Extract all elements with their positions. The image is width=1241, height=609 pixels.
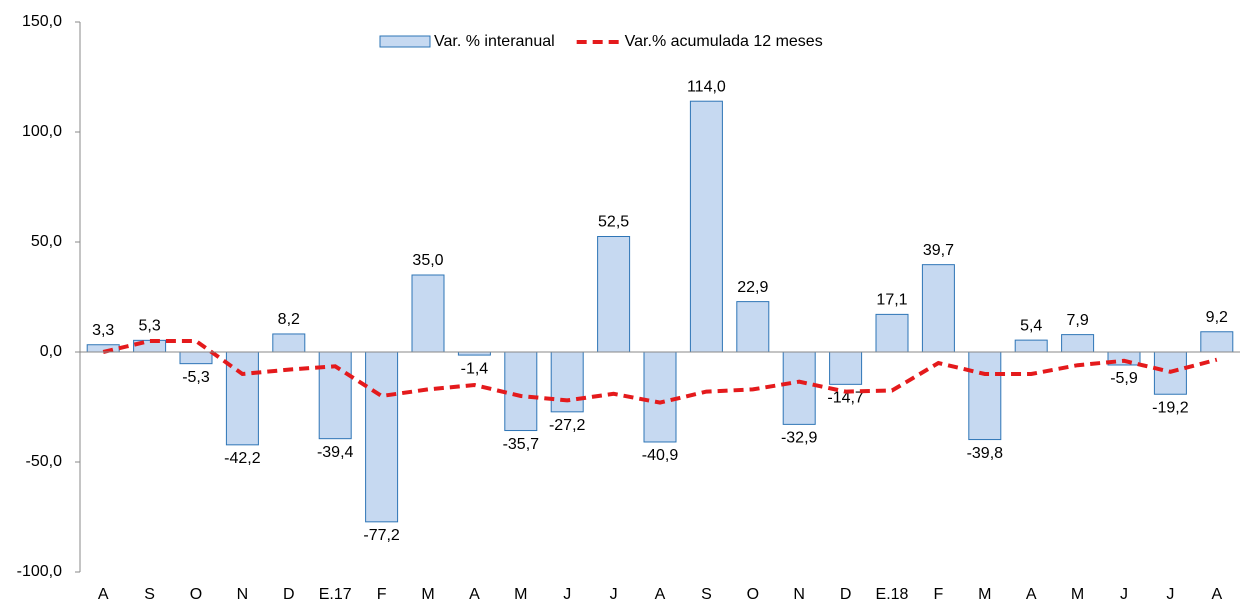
bar xyxy=(921,264,955,353)
data-label: 5,3 xyxy=(138,318,160,335)
bar xyxy=(875,313,909,353)
bar xyxy=(1014,339,1048,353)
data-label: -42,2 xyxy=(224,450,261,467)
data-label: -35,7 xyxy=(503,436,540,453)
legend-label: Var. % interanual xyxy=(434,33,555,50)
y-tick-label: 150,0 xyxy=(22,13,62,30)
data-label: 35,0 xyxy=(412,252,443,269)
legend-label: Var.% acumulada 12 meses xyxy=(625,33,823,50)
x-tick-label: F xyxy=(377,586,387,603)
bar xyxy=(736,301,770,353)
bar xyxy=(179,351,213,365)
data-label: -27,2 xyxy=(549,417,586,434)
x-tick-label: A xyxy=(1026,586,1037,603)
x-tick-label: M xyxy=(514,586,527,603)
x-tick-label: M xyxy=(421,586,434,603)
data-label: 5,4 xyxy=(1020,317,1042,334)
x-tick-label: S xyxy=(144,586,155,603)
x-tick-label: J xyxy=(1120,586,1128,603)
data-label: 39,7 xyxy=(923,242,954,259)
x-tick-label: M xyxy=(978,586,991,603)
bar xyxy=(550,351,584,413)
bar xyxy=(365,351,399,523)
data-label: 17,1 xyxy=(876,292,907,309)
bar xyxy=(1061,334,1095,353)
x-tick-label: E.18 xyxy=(876,586,909,603)
x-tick-label: J xyxy=(610,586,618,603)
x-tick-label: O xyxy=(747,586,759,603)
data-label: 22,9 xyxy=(737,279,768,296)
x-tick-label: D xyxy=(840,586,852,603)
data-label: -39,4 xyxy=(317,444,354,461)
x-tick-label: A xyxy=(469,586,480,603)
data-label: 9,2 xyxy=(1206,309,1228,326)
x-tick-label: D xyxy=(283,586,295,603)
x-tick-label: E.17 xyxy=(319,586,352,603)
x-tick-label: O xyxy=(190,586,202,603)
data-label: 7,9 xyxy=(1066,312,1088,329)
x-tick-label: N xyxy=(237,586,249,603)
data-label: -5,3 xyxy=(182,369,210,386)
data-label: -77,2 xyxy=(363,527,400,544)
y-tick-label: 100,0 xyxy=(22,123,62,140)
bar xyxy=(689,100,723,353)
x-tick-label: J xyxy=(1166,586,1174,603)
bar xyxy=(968,351,1002,441)
bar xyxy=(1200,331,1234,353)
bar xyxy=(272,333,306,353)
bar xyxy=(504,351,538,432)
data-label: -19,2 xyxy=(1152,399,1189,416)
data-label: -1,4 xyxy=(461,360,489,377)
y-tick-label: 50,0 xyxy=(31,233,62,250)
data-label: 3,3 xyxy=(92,322,114,339)
y-tick-label: -100,0 xyxy=(17,563,62,580)
line xyxy=(102,339,1218,405)
data-label: -32,9 xyxy=(781,430,818,447)
data-label: -39,8 xyxy=(967,445,1004,462)
bar xyxy=(829,351,863,385)
x-tick-label: A xyxy=(98,586,109,603)
x-tick-label: S xyxy=(701,586,712,603)
data-label: -14,7 xyxy=(827,390,864,407)
y-tick-label: 0,0 xyxy=(40,343,62,360)
bar xyxy=(597,236,631,353)
x-tick-label: A xyxy=(1211,586,1222,603)
data-label: 8,2 xyxy=(278,311,300,328)
bar xyxy=(643,351,677,443)
x-tick-label: A xyxy=(655,586,666,603)
bar xyxy=(411,274,445,353)
data-label: 114,0 xyxy=(687,78,726,95)
data-label: 52,5 xyxy=(598,214,629,231)
bar xyxy=(225,351,259,446)
bar xyxy=(782,351,816,425)
x-tick-label: F xyxy=(934,586,944,603)
data-label: -5,9 xyxy=(1110,370,1138,387)
y-tick-label: -50,0 xyxy=(26,453,63,470)
data-label: -40,9 xyxy=(642,447,679,464)
x-tick-label: N xyxy=(793,586,805,603)
legend-swatch xyxy=(379,35,431,48)
x-tick-label: M xyxy=(1071,586,1084,603)
x-tick-label: J xyxy=(563,586,571,603)
